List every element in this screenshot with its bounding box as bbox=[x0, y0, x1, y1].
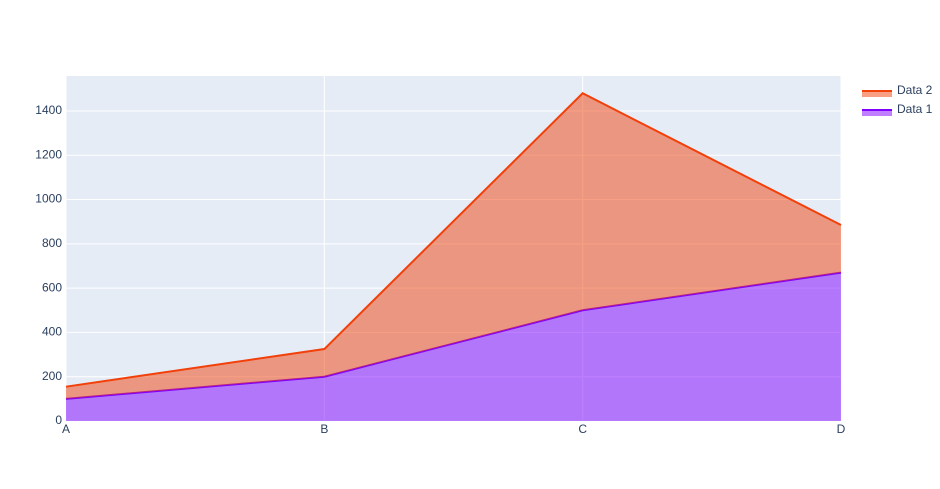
y-tick-label: 0 bbox=[55, 413, 62, 427]
y-tick-label: 800 bbox=[42, 236, 62, 250]
x-tick-label: A bbox=[62, 422, 70, 436]
x-tick-label: D bbox=[837, 422, 846, 436]
legend-swatch bbox=[862, 91, 892, 97]
x-tick-label: C bbox=[578, 422, 587, 436]
area-fill bbox=[66, 93, 841, 399]
area-fill bbox=[66, 272, 841, 421]
y-tick-label: 1400 bbox=[35, 103, 62, 117]
area-line bbox=[65, 92, 842, 388]
y-tick-label: 1000 bbox=[35, 192, 62, 206]
y-tick-label: 400 bbox=[42, 325, 62, 339]
y-tick-label: 200 bbox=[42, 369, 62, 383]
legend-label: Data 1 bbox=[897, 102, 933, 116]
x-tick-label: B bbox=[320, 422, 328, 436]
y-tick-label: 600 bbox=[42, 280, 62, 294]
legend-label: Data 2 bbox=[897, 83, 933, 97]
legend-swatch bbox=[862, 110, 892, 116]
y-tick-label: 1200 bbox=[35, 147, 62, 161]
